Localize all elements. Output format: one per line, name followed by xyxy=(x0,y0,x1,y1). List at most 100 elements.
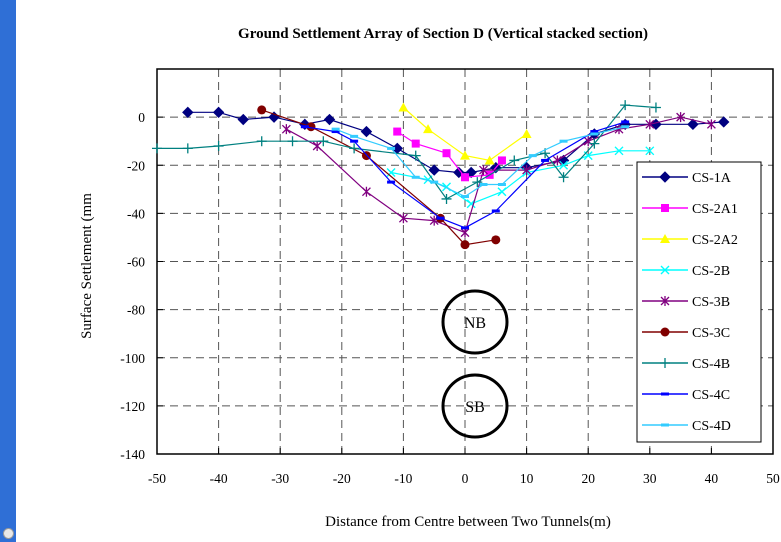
data-point xyxy=(621,120,630,124)
legend-label: CS-2A2 xyxy=(692,233,738,248)
data-point xyxy=(306,122,316,132)
data-point xyxy=(614,146,624,156)
y-tick-label: -40 xyxy=(127,206,145,221)
legend-item: CS-2A2 xyxy=(642,233,738,248)
data-point xyxy=(461,226,469,230)
legend-marker xyxy=(661,204,669,212)
legend-label: CS-2B xyxy=(692,264,730,279)
data-point xyxy=(393,127,402,136)
x-tick-label: -50 xyxy=(148,471,166,486)
data-point xyxy=(497,187,507,197)
data-point xyxy=(213,141,224,151)
legend-label: CS-4B xyxy=(692,357,730,372)
legend-item: CS-4C xyxy=(642,388,730,403)
data-point xyxy=(287,136,298,147)
data-point xyxy=(386,167,396,177)
data-point xyxy=(442,149,451,158)
legend-label: CS-1A xyxy=(692,171,732,186)
legend-item: CS-4B xyxy=(642,357,730,372)
legend-label: CS-3B xyxy=(692,295,730,310)
data-point xyxy=(256,136,267,147)
series-cs-2b xyxy=(386,146,655,209)
data-point xyxy=(676,112,686,123)
data-point xyxy=(441,193,452,204)
legend-item: CS-3C xyxy=(642,326,730,341)
data-point xyxy=(650,102,661,113)
legend-marker xyxy=(660,296,670,306)
data-point xyxy=(590,132,599,136)
y-tick-label: -20 xyxy=(127,158,145,173)
legend-label: CS-3C xyxy=(692,326,730,341)
sb-circle xyxy=(441,373,509,439)
data-point xyxy=(387,146,396,150)
data-point xyxy=(687,118,699,131)
sb-annotation: SB xyxy=(441,373,509,439)
data-point xyxy=(509,155,520,166)
data-point xyxy=(589,138,600,149)
data-point xyxy=(423,124,434,134)
x-axis-label: Distance from Centre between Two Tunnels… xyxy=(325,514,611,530)
legend-marker xyxy=(660,234,670,243)
x-tick-label: 20 xyxy=(581,471,595,486)
data-point xyxy=(360,125,373,138)
legend-item: CS-1A xyxy=(642,171,732,186)
series-cs-3b xyxy=(281,112,716,238)
series-line xyxy=(261,109,496,246)
legend-item: CS-3B xyxy=(642,295,730,310)
legend-item: CS-2B xyxy=(642,264,730,279)
data-point xyxy=(461,195,469,199)
data-point xyxy=(411,139,420,148)
data-point xyxy=(558,172,569,183)
series-line xyxy=(304,121,626,229)
data-point xyxy=(312,141,322,151)
data-point xyxy=(559,160,569,170)
scroll-knob[interactable] xyxy=(3,528,14,539)
x-tick-label: 50 xyxy=(766,471,780,486)
data-point xyxy=(461,173,469,182)
chart-title: Ground Settlement Array of Section D (Ve… xyxy=(238,26,648,42)
data-point xyxy=(331,127,340,131)
data-point xyxy=(300,125,309,129)
data-point xyxy=(182,106,194,119)
series-cs-4d xyxy=(331,125,630,199)
x-tick-label: -30 xyxy=(271,471,289,486)
data-point xyxy=(552,155,562,166)
legend-label: CS-4D xyxy=(692,419,731,434)
data-point xyxy=(387,180,396,184)
data-point xyxy=(237,113,249,126)
data-point xyxy=(479,165,488,176)
y-tick-label: -120 xyxy=(120,399,145,414)
legend-marker xyxy=(660,327,670,337)
data-point xyxy=(398,213,408,224)
data-point xyxy=(541,158,550,162)
data-point xyxy=(497,156,506,165)
data-point xyxy=(428,164,440,176)
data-point xyxy=(645,146,655,156)
legend-marker xyxy=(661,392,669,396)
nb-annotation: NB xyxy=(441,289,509,355)
data-point xyxy=(479,183,488,186)
nb-circle xyxy=(441,289,509,355)
data-point xyxy=(590,130,599,134)
sb-label: SB xyxy=(465,399,485,416)
data-point xyxy=(491,209,500,213)
data-point xyxy=(436,216,445,220)
data-point xyxy=(257,105,267,115)
data-point xyxy=(460,150,470,160)
data-point xyxy=(472,177,483,188)
data-point xyxy=(152,143,162,154)
legend-marker xyxy=(660,358,670,368)
data-point xyxy=(559,139,568,143)
axis-ticks: -50 -40 -30 -20 -10 0 10 20 30 40 500-20-40-60-80-… xyxy=(120,110,780,486)
nb-label: NB xyxy=(464,315,486,332)
x-tick-label: 0 xyxy=(462,471,469,486)
data-point xyxy=(323,113,336,126)
series-lines xyxy=(152,100,730,250)
window-edge-bar xyxy=(0,0,16,542)
data-point xyxy=(460,240,470,250)
data-point xyxy=(182,143,193,154)
data-point xyxy=(411,175,420,179)
y-tick-label: -80 xyxy=(127,303,145,318)
legend: CS-1A CS-2A1 CS-2A2 CS-2B CS-3B CS-3C CS-4B CS-… xyxy=(636,161,762,443)
legend-label: CS-4C xyxy=(692,388,730,403)
